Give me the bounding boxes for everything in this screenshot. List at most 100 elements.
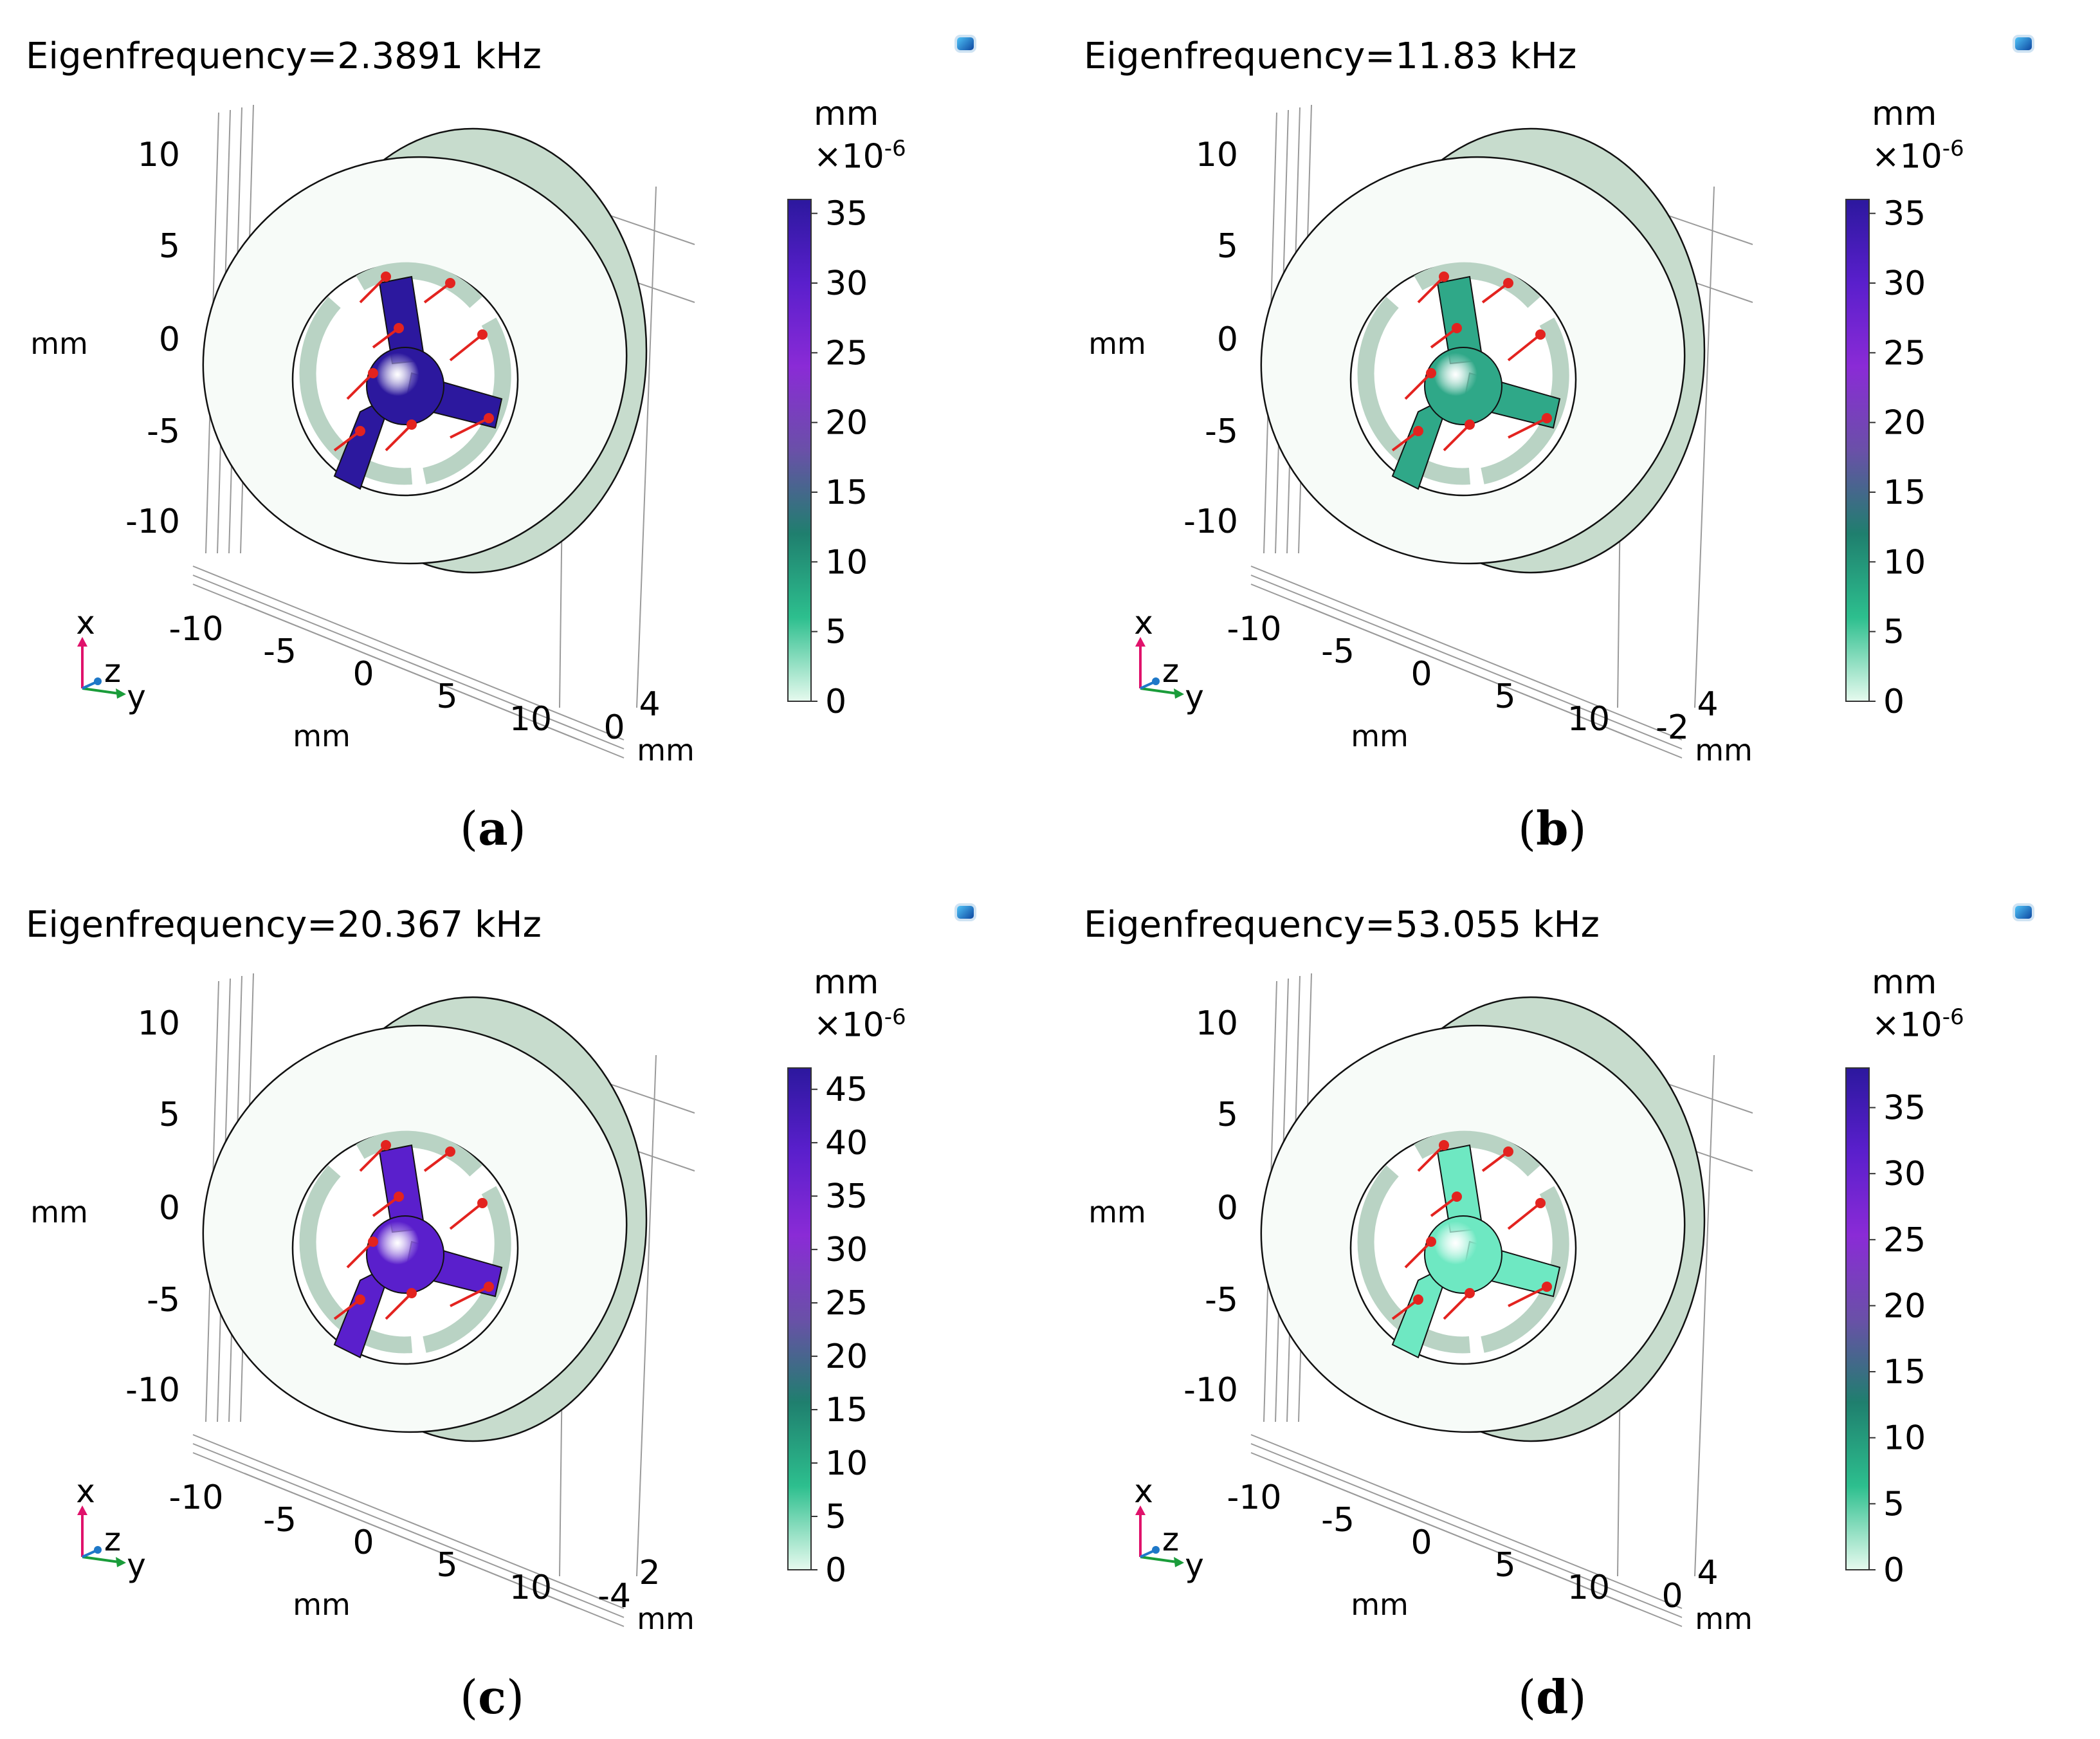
arrow: [423, 282, 452, 304]
mode-panel-c: Eigenfrequency=20.367 kHz 10 5 0 -5 -10 mm -10-…: [0, 869, 1042, 1724]
z-tick-label: -10: [1183, 1371, 1238, 1410]
y-tick-label: 5: [1494, 677, 1515, 716]
triad-z-label: z: [1162, 652, 1179, 690]
triad-y-axis: [1140, 1556, 1178, 1563]
arrow-head: [1535, 329, 1546, 340]
colorbar-tick-label: 15: [1883, 474, 1926, 512]
colorbar-unit-label: mm: [814, 963, 879, 1002]
y-tick-label: -10: [169, 610, 224, 649]
app-logo-icon: [2015, 37, 2032, 50]
x-tick-label: 2: [639, 1554, 660, 1592]
grid-line: [1302, 604, 1638, 741]
grid-line: [1250, 566, 1683, 741]
x-tick-label: -4: [598, 1577, 631, 1615]
subfigure-caption: (d): [1518, 1670, 1587, 1724]
caption-letter: b: [1536, 801, 1569, 856]
arrow-head: [484, 1282, 494, 1292]
z-tick-label: 5: [159, 1096, 180, 1134]
y-tick-label: 10: [1567, 700, 1610, 739]
ring-segment: [1414, 1130, 1540, 1177]
colorbar-tick-label: 5: [825, 613, 846, 652]
arrow: [1417, 1144, 1445, 1172]
colorbar-tick-label: 20: [825, 1338, 868, 1376]
caption-letter: d: [1536, 1670, 1569, 1724]
triad-x-label: x: [76, 604, 95, 641]
z-tick-label: -10: [125, 502, 180, 541]
y-tick-label: 10: [1567, 1569, 1610, 1607]
arrow: [449, 333, 484, 362]
colorbar-tick-label: 20: [1883, 404, 1926, 443]
colorbar-tick-label: 25: [825, 334, 868, 373]
arrow: [1417, 275, 1445, 304]
ring-segment: [1357, 297, 1471, 485]
colorbar-tick-label: 20: [1883, 1287, 1926, 1325]
y-axis-unit: mm: [293, 1587, 351, 1622]
colorbar-tick-label: 10: [825, 1444, 868, 1483]
arrow-head: [1503, 278, 1513, 288]
axis-triad: [1135, 637, 1184, 699]
eigenfrequency-title: Eigenfrequency=20.367 kHz: [26, 904, 542, 946]
colorbar-unit: mm ×10-6: [1872, 97, 1964, 174]
triad-y-label: y: [127, 678, 146, 715]
arrow-head: [368, 1237, 378, 1247]
y-tick-label: -5: [1321, 632, 1355, 671]
x-axis-unit: mm: [637, 1601, 695, 1636]
z-tick-label: 5: [159, 227, 180, 266]
triad-z-label: z: [1162, 1521, 1179, 1558]
spokes: [333, 275, 503, 490]
triad-x-arrowhead: [77, 1505, 87, 1515]
z-tick-label: 0: [159, 320, 180, 359]
colorbar-unit-label: mm: [1872, 963, 1937, 1002]
arrow: [372, 327, 400, 349]
y-tick-label: -10: [1227, 610, 1282, 649]
arrow: [1430, 1195, 1458, 1217]
grid-line: [244, 604, 580, 741]
mode-panel-a: Eigenfrequency=2.3891 kHz 10 5 0 -5 -10 mm -10-…: [0, 0, 1042, 856]
x-tick-label: 4: [639, 685, 660, 724]
y-tick-label: 5: [436, 677, 457, 716]
ring-segment: [356, 1130, 482, 1177]
x-axis-unit: mm: [1695, 1601, 1753, 1636]
arrow-head: [394, 1192, 404, 1202]
triad-z-arrowhead: [94, 1546, 102, 1554]
subfigure-caption: (b): [1518, 801, 1587, 856]
y-axis-unit: mm: [293, 719, 351, 753]
colorbar-tick-label: 35: [1883, 195, 1926, 234]
arrow-head: [406, 419, 417, 430]
z-tick-label: 5: [1217, 1096, 1238, 1134]
arrow: [346, 372, 374, 400]
colorbar-tick-label: 30: [1883, 1155, 1926, 1193]
y-axis-unit: mm: [1351, 719, 1409, 753]
colorbar-multiplier: ×10-6: [1872, 1004, 1964, 1045]
colorbar-tick-label: 35: [825, 195, 868, 234]
colorbar-tick-label: 10: [1883, 1419, 1926, 1458]
y-tick-label: -5: [263, 632, 297, 671]
arrow: [450, 417, 489, 439]
arrow: [1391, 1298, 1420, 1320]
z-tick-label: -10: [1183, 502, 1238, 541]
z-tick-label: 0: [1217, 1189, 1238, 1228]
colorbar: [787, 1067, 812, 1570]
colorbar-tick-label: 0: [1883, 683, 1904, 721]
colorbar-tick-label: 25: [1883, 334, 1926, 373]
arrow-head: [1542, 1282, 1552, 1292]
x-tick-label: 0: [603, 708, 625, 747]
arrow: [359, 1144, 387, 1172]
colorbar: [1845, 1067, 1870, 1570]
grid-line: [1694, 1054, 1715, 1577]
x-axis-unit: mm: [1695, 733, 1753, 768]
y-tick-label: 0: [352, 655, 374, 694]
colorbar-tick-label: 35: [825, 1177, 868, 1216]
arrow-head: [1426, 1237, 1436, 1247]
y-tick-label: 5: [1494, 1546, 1515, 1585]
y-tick-label: -5: [263, 1501, 297, 1540]
arrow: [1443, 423, 1471, 452]
arrow-head: [1465, 419, 1475, 430]
arrow-head: [445, 1146, 455, 1157]
triad-y-label: y: [127, 1547, 146, 1584]
arrow: [333, 1298, 361, 1320]
grid-line: [1250, 575, 1683, 750]
arrow: [372, 1195, 400, 1217]
z-tick-label: -10: [125, 1371, 180, 1410]
